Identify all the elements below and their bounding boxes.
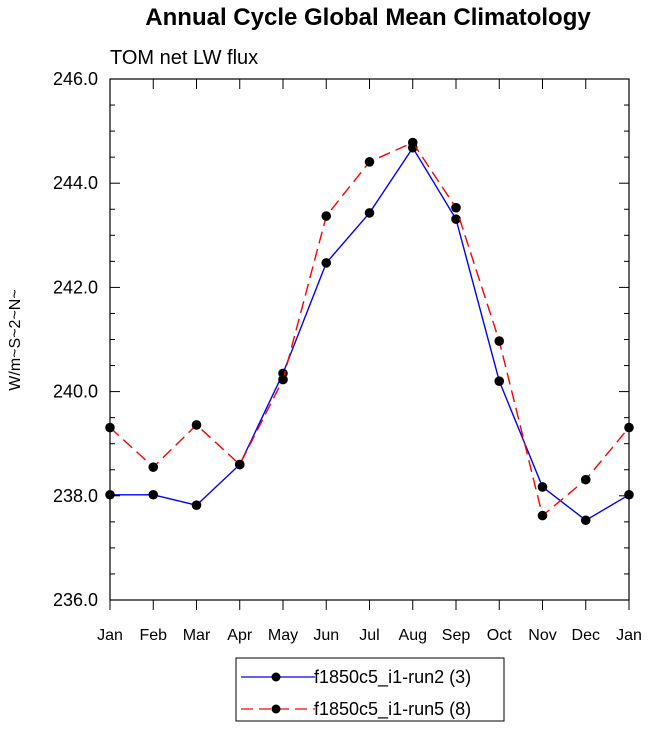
legend-marker-run2 — [271, 672, 281, 682]
x-tick-label: Apr — [227, 627, 253, 644]
data-point — [580, 474, 591, 485]
x-tick-label: Feb — [139, 627, 167, 644]
data-point — [364, 157, 375, 167]
data-point — [580, 515, 591, 526]
x-tick-label: Sep — [442, 627, 471, 644]
legend-marker-run5 — [271, 704, 281, 714]
legend-label-run5: f1850c5_i1-run5 (8) — [314, 699, 471, 720]
data-point — [105, 489, 115, 500]
axes: 236.0 238.0 240.0 242.0 244.0 246.0 Jan Feb Mar A… — [53, 69, 642, 644]
x-tick-label: May — [268, 627, 298, 644]
x-tick-label: Jan — [616, 627, 642, 644]
y-axis-label: W/m~S~2~N~ — [7, 289, 24, 390]
x-tick-label: Dec — [572, 627, 600, 644]
data-point — [191, 420, 202, 430]
x-tick-label: Jan — [97, 627, 123, 644]
x-tick-label: Jun — [313, 627, 339, 644]
data-point — [494, 376, 505, 386]
y-tick-label: 240.0 — [53, 382, 98, 402]
data-point — [494, 336, 505, 346]
data-point — [451, 214, 461, 224]
series-line — [109, 141, 630, 517]
x-tick-label: Aug — [399, 627, 427, 644]
data-point — [191, 500, 202, 510]
y-tick-label: 242.0 — [53, 277, 98, 297]
data-point — [278, 374, 288, 385]
data-point — [537, 482, 548, 492]
data-point — [451, 202, 461, 213]
data-point — [148, 462, 159, 472]
data-point — [537, 510, 548, 521]
x-tick-label: Mar — [183, 627, 211, 644]
data-point — [105, 422, 115, 433]
data-point — [407, 137, 418, 148]
chart-title: Annual Cycle Global Mean Climatology — [145, 4, 591, 31]
legend-frame — [235, 657, 505, 722]
x-tick-label: Nov — [528, 627, 556, 644]
series-layer — [105, 137, 634, 526]
data-point — [364, 208, 375, 218]
data-point — [321, 258, 332, 268]
y-tick-label: 236.0 — [53, 590, 98, 610]
series-line — [110, 146, 630, 522]
y-tick-label: 246.0 — [53, 69, 98, 89]
x-tick-label: Oct — [487, 627, 512, 644]
chart-subtitle: TOM net LW flux — [110, 47, 258, 69]
y-tick-label: 244.0 — [53, 173, 98, 193]
series-1 — [105, 142, 634, 526]
data-point — [321, 211, 332, 221]
data-point — [148, 489, 159, 500]
legend-label-run2: f1850c5_i1-run2 (3) — [314, 667, 471, 688]
y-tick-label: 238.0 — [53, 486, 98, 506]
data-point — [624, 422, 634, 433]
legend: f1850c5_i1-run2 (3) f1850c5_i1-run5 (8) — [235, 657, 505, 722]
series-2 — [105, 137, 634, 521]
x-tick-label: Jul — [359, 627, 379, 644]
data-point — [624, 489, 634, 500]
data-point — [234, 459, 245, 470]
